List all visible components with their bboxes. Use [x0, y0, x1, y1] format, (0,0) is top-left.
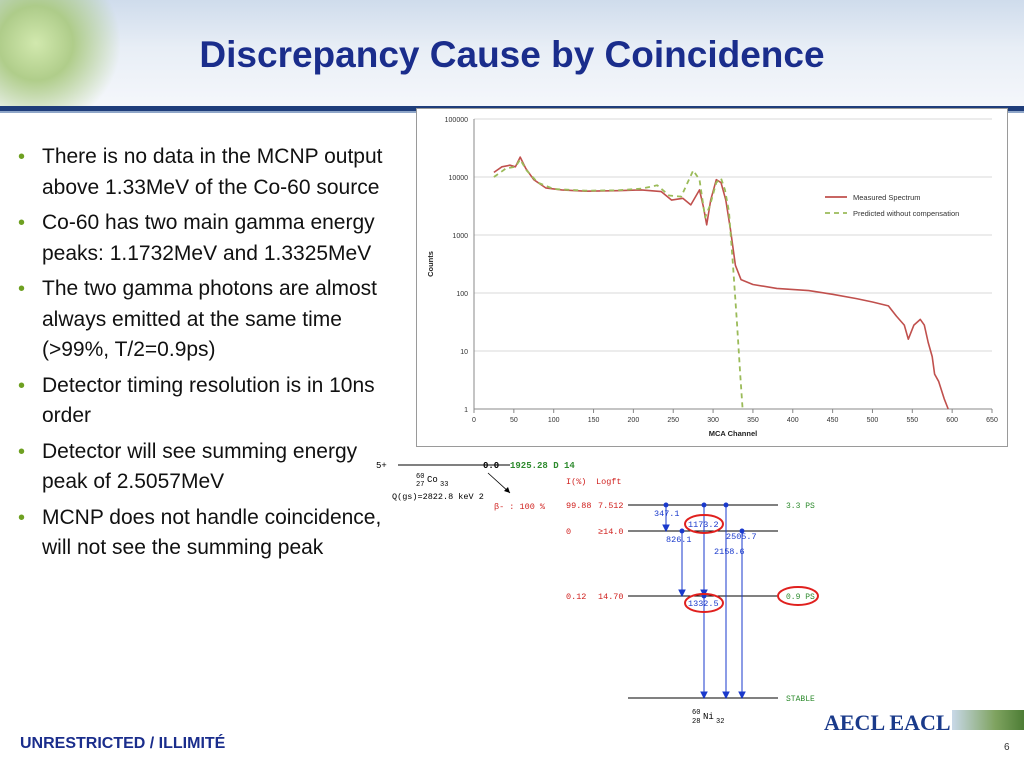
level-logft: 14.70	[598, 592, 624, 602]
spectrum-chart-svg: 1 10 100 1000 10000 100000 0 50 100 150 200 250 300 3…	[426, 117, 998, 438]
q-value: Q(gs)=2822.8 keV 2	[392, 492, 484, 502]
y-tick-label: 1	[464, 407, 468, 414]
gamma-arrowhead	[700, 691, 708, 700]
gamma-start-dot	[663, 502, 669, 508]
page-number: 6	[1004, 742, 1010, 753]
gamma-arrowhead	[738, 691, 746, 700]
bullet-text: Detector will see summing energy peak of…	[42, 439, 358, 494]
gamma-start-dot	[739, 528, 745, 534]
gamma-highlight-circle	[684, 593, 724, 613]
parent-level-energy: 0.0	[483, 461, 499, 471]
level-halflife: STABLE	[786, 695, 815, 704]
daughter-symbol: Ni	[703, 712, 714, 722]
level-intensity: 0.12	[566, 592, 586, 602]
parent-n: 33	[440, 481, 448, 489]
bullet-item: • There is no data in the MCNP output abo…	[16, 142, 388, 203]
level-logft: 7.512	[598, 501, 624, 511]
x-tick-label: 50	[510, 417, 518, 424]
gamma-energy: 347.1	[654, 509, 680, 519]
bullet-list: • There is no data in the MCNP output abo…	[16, 142, 388, 569]
legend-label: Predicted without compensation	[853, 209, 959, 218]
gamma-energy: 826.1	[666, 535, 692, 545]
level-logft: ≥14.0	[598, 527, 624, 537]
spectrum-chart: 1 10 100 1000 10000 100000 0 50 100 150 200 250 300 3…	[416, 108, 1008, 447]
x-tick-label: 450	[827, 417, 839, 424]
x-tick-label: 200	[628, 417, 640, 424]
col-intensity-header: I(%)	[566, 477, 586, 487]
col-logft-header: Logft	[596, 477, 622, 487]
parent-mass: 60	[416, 473, 424, 481]
bullet-text: MCNP does not handle coincidence, will n…	[42, 505, 382, 560]
x-tick-label: 650	[986, 417, 998, 424]
halflife-highlight-circle	[777, 586, 819, 606]
beta-arrowhead	[504, 487, 510, 493]
bullet-item: • The two gamma photons are almost always…	[16, 274, 388, 366]
gamma-start-dot	[723, 502, 729, 508]
daughter-mass: 60	[692, 709, 700, 717]
series-line-predicted	[493, 158, 744, 410]
legend-label: Measured Spectrum	[853, 193, 921, 202]
gamma-energy: 2505.7	[726, 532, 757, 542]
y-tick-label: 1000	[452, 233, 468, 240]
parent-z: 27	[416, 481, 424, 489]
daughter-n: 32	[716, 718, 724, 725]
bullet-text: Co-60 has two main gamma energy peaks: 1…	[42, 211, 375, 265]
bullet-text: The two gamma photons are almost always …	[42, 277, 377, 361]
level-intensity: 0	[566, 527, 571, 537]
gamma-start-dot	[679, 528, 685, 534]
gamma-highlight-circle	[684, 514, 724, 534]
y-tick-label: 10	[460, 349, 468, 356]
bullet-item: • Detector will see summing energy peak o…	[16, 437, 388, 498]
aecl-logo: AECL EACL	[824, 710, 951, 735]
bullet-item: • MCNP does not handle coincidence, will …	[16, 503, 388, 564]
gamma-arrowhead	[722, 691, 730, 700]
level-intensity: 99.88	[566, 501, 592, 511]
gamma-arrowhead	[662, 524, 670, 533]
gamma-energy: 1173.2	[688, 520, 719, 530]
bullet-icon: •	[18, 146, 26, 168]
gamma-energy: 2158.6	[714, 547, 745, 557]
header-decoration	[0, 0, 120, 108]
bullet-text: There is no data in the MCNP output abov…	[42, 145, 383, 199]
level-halflife: 0.9 PS	[786, 593, 815, 602]
y-tick-label: 10000	[449, 175, 469, 182]
x-axis-label: MCA Channel	[709, 429, 757, 438]
y-tick-label: 100	[456, 291, 468, 298]
daughter-z: 28	[692, 718, 700, 725]
bullet-text: Detector timing resolution is in 10ns or…	[42, 373, 375, 428]
bullet-icon: •	[18, 506, 26, 529]
x-tick-label: 300	[707, 417, 719, 424]
x-tick-label: 600	[946, 417, 958, 424]
x-tick-label: 350	[747, 417, 759, 424]
classification-footer: UNRESTRICTED / ILLIMITÉ	[20, 735, 226, 752]
y-axis-label: Counts	[426, 251, 435, 277]
x-tick-label: 250	[667, 417, 679, 424]
gamma-arrowhead	[678, 589, 686, 598]
gamma-start-dot	[701, 502, 707, 508]
bullet-icon: •	[18, 374, 26, 397]
parent-spin: 5+	[376, 461, 387, 471]
logo-decoration	[952, 710, 1024, 730]
parent-halflife: 1925.28 D 14	[510, 461, 575, 471]
x-tick-label: 150	[588, 417, 600, 424]
decay-scheme: 5+ 0.0 1925.28 D 14 60 27 Co 33 Q(gs)=28…	[376, 461, 819, 725]
bullet-icon: •	[18, 440, 26, 463]
x-tick-label: 100	[548, 417, 560, 424]
x-tick-label: 400	[787, 417, 799, 424]
beta-branch: β- : 100 %	[494, 502, 546, 512]
gamma-energy: 1332.5	[688, 599, 719, 609]
bullet-item: • Co-60 has two main gamma energy peaks: …	[16, 208, 388, 269]
level-halflife: 3.3 PS	[786, 502, 815, 511]
x-tick-label: 0	[472, 417, 476, 424]
bullet-icon: •	[18, 212, 26, 234]
parent-symbol: Co	[427, 475, 438, 485]
bullet-icon: •	[18, 278, 26, 300]
header-band	[0, 0, 1024, 108]
bullet-item: • Detector timing resolution is in 10ns o…	[16, 371, 388, 432]
y-tick-label: 100000	[445, 117, 468, 124]
slide-title: Discrepancy Cause by Coincidence	[199, 34, 825, 75]
x-tick-label: 500	[867, 417, 879, 424]
x-tick-label: 550	[906, 417, 918, 424]
